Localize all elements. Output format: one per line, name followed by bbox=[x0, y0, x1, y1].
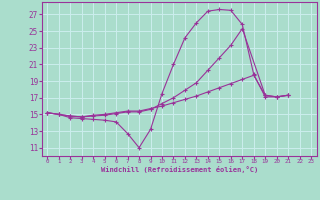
X-axis label: Windchill (Refroidissement éolien,°C): Windchill (Refroidissement éolien,°C) bbox=[100, 166, 258, 173]
